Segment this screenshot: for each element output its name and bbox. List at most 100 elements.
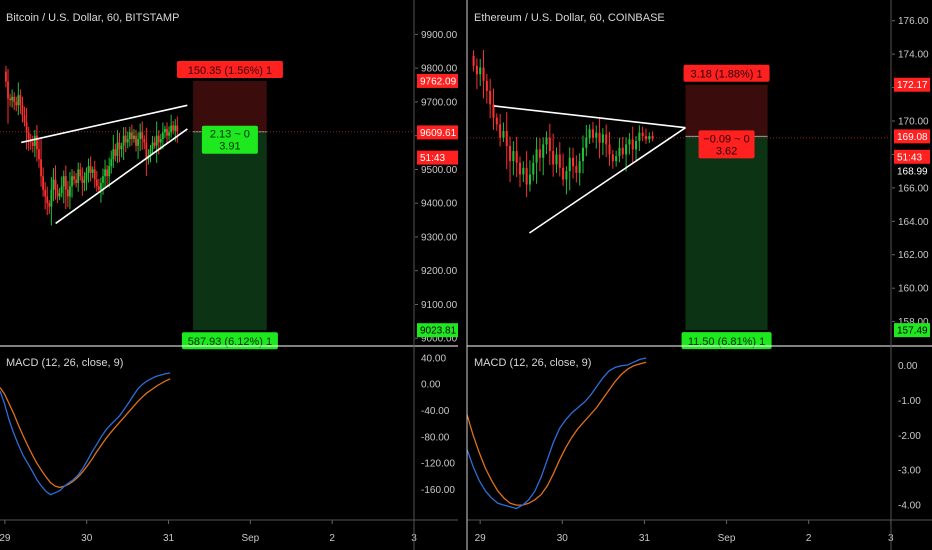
eth-trendline-1[interactable] (494, 105, 686, 129)
btc-candle[interactable] (120, 145, 123, 150)
btc-candle[interactable] (87, 166, 90, 173)
btc-candle[interactable] (124, 135, 127, 143)
btc-candle[interactable] (164, 128, 166, 133)
btc-candle[interactable] (56, 189, 59, 197)
btc-candle[interactable] (31, 142, 34, 146)
btc-candle[interactable] (85, 172, 88, 180)
eth-candle[interactable] (515, 151, 518, 163)
btc-candle[interactable] (102, 176, 104, 183)
eth-candle[interactable] (608, 144, 611, 155)
eth-candle[interactable] (601, 134, 604, 143)
btc-candle[interactable] (110, 159, 113, 167)
btc-candle[interactable] (81, 176, 84, 183)
eth-candle[interactable] (528, 174, 531, 185)
btc-candle[interactable] (170, 125, 173, 133)
eth-candle[interactable] (628, 139, 631, 145)
eth-macd-plot[interactable] (467, 357, 647, 510)
eth-candle[interactable] (505, 131, 508, 147)
eth-target-zone[interactable] (685, 136, 768, 331)
eth-candle[interactable] (558, 154, 561, 168)
eth-candle[interactable] (611, 154, 614, 162)
btc-candle[interactable] (79, 169, 82, 177)
btc-candle[interactable] (46, 196, 49, 204)
eth-candle[interactable] (598, 132, 601, 143)
btc-candle[interactable] (95, 179, 98, 187)
eth-candle[interactable] (578, 161, 581, 173)
eth-candle[interactable] (605, 134, 608, 145)
eth-candle[interactable] (489, 90, 492, 105)
eth-candle[interactable] (518, 162, 522, 175)
btc-candle[interactable] (33, 135, 36, 146)
eth-candle[interactable] (538, 149, 541, 158)
eth-price-plot[interactable] (467, 50, 890, 331)
btc-candle[interactable] (19, 95, 22, 106)
btc-candle[interactable] (104, 169, 106, 177)
btc-candle[interactable] (161, 132, 164, 140)
eth-candle[interactable] (482, 67, 485, 81)
btc-candle[interactable] (9, 98, 11, 101)
eth-candle[interactable] (485, 80, 488, 91)
eth-candle[interactable] (542, 144, 545, 158)
btc-candle[interactable] (145, 142, 148, 160)
btc-candle[interactable] (126, 139, 129, 143)
btc-candle[interactable] (112, 149, 115, 160)
eth-candle[interactable] (499, 124, 502, 138)
eth-candle[interactable] (648, 136, 651, 140)
eth-candle[interactable] (585, 137, 588, 148)
btc-candle[interactable] (54, 179, 57, 190)
btc-candle[interactable] (13, 96, 16, 102)
btc-candle[interactable] (44, 189, 47, 197)
eth-candle[interactable] (522, 167, 525, 175)
eth-trendline-2[interactable] (528, 127, 686, 234)
btc-candle[interactable] (69, 186, 71, 197)
btc-candle[interactable] (62, 176, 65, 187)
eth-candle[interactable] (548, 137, 551, 152)
btc-candle[interactable] (131, 132, 133, 140)
eth-candle[interactable] (472, 55, 475, 66)
btc-candle[interactable] (149, 149, 152, 156)
eth-candle[interactable] (475, 65, 478, 75)
eth-candle[interactable] (625, 144, 628, 155)
btc-candle[interactable] (38, 149, 40, 160)
btc-candle[interactable] (141, 132, 144, 140)
eth-candle[interactable] (479, 67, 482, 75)
btc-trendline-1[interactable] (21, 104, 188, 144)
btc-candle[interactable] (159, 139, 162, 143)
eth-candle[interactable] (502, 131, 505, 138)
btc-macd-line[interactable] (0, 372, 171, 496)
btc-candle[interactable] (166, 128, 168, 136)
eth-candle[interactable] (545, 137, 548, 145)
btc-candle[interactable] (114, 149, 117, 156)
btc-candle[interactable] (155, 135, 158, 146)
eth-candle[interactable] (575, 166, 578, 173)
btc-candle[interactable] (135, 135, 137, 146)
btc-macd-signal-line[interactable] (0, 378, 171, 489)
btc-candle[interactable] (91, 169, 94, 173)
eth-candle[interactable] (532, 162, 535, 175)
btc-candle[interactable] (23, 115, 26, 123)
btc-candle[interactable] (151, 142, 154, 150)
btc-candle[interactable] (137, 139, 139, 146)
btc-candle[interactable] (122, 135, 125, 146)
btc-candle[interactable] (176, 125, 179, 132)
btc-candle[interactable] (25, 122, 28, 133)
eth-candle[interactable] (572, 157, 575, 167)
btc-candle[interactable] (7, 81, 9, 99)
btc-candle[interactable] (108, 166, 111, 177)
btc-candle[interactable] (64, 176, 67, 190)
btc-trendline-2[interactable] (55, 128, 188, 225)
btc-candle[interactable] (83, 179, 86, 183)
eth-candle[interactable] (568, 157, 571, 172)
btc-candle[interactable] (66, 189, 69, 197)
btc-candle[interactable] (106, 169, 109, 177)
eth-candle[interactable] (581, 147, 585, 162)
btc-macd-plot[interactable] (0, 372, 171, 496)
btc-candle[interactable] (100, 182, 102, 190)
eth-candle[interactable] (635, 141, 638, 150)
btc-target-zone[interactable] (193, 131, 267, 331)
btc-candle[interactable] (11, 96, 14, 101)
eth-macd-signal-line[interactable] (467, 361, 647, 506)
btc-candle[interactable] (89, 166, 92, 173)
eth-candle[interactable] (595, 132, 598, 138)
btc-candle[interactable] (133, 135, 135, 140)
